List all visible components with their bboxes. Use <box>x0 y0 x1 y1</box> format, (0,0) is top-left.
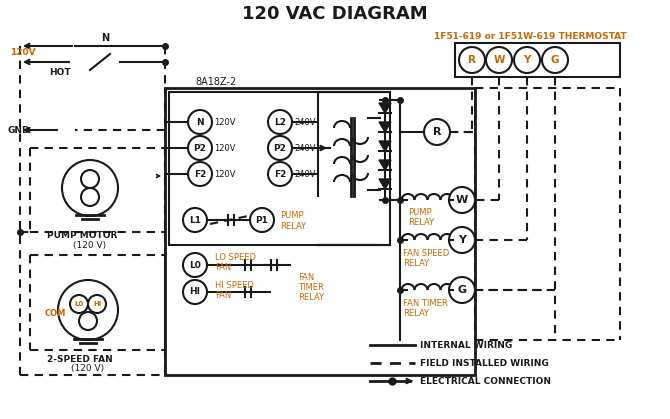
Text: FAN TIMER: FAN TIMER <box>403 298 448 308</box>
Bar <box>169 92 390 245</box>
Text: 120V: 120V <box>214 170 235 178</box>
Text: (120 V): (120 V) <box>72 365 105 373</box>
Circle shape <box>449 187 475 213</box>
Text: 120 VAC DIAGRAM: 120 VAC DIAGRAM <box>242 5 428 23</box>
Text: RELAY: RELAY <box>408 217 434 227</box>
Text: Y: Y <box>458 235 466 245</box>
Circle shape <box>70 295 88 313</box>
Text: PUMP: PUMP <box>280 210 304 220</box>
Circle shape <box>88 295 106 313</box>
Polygon shape <box>379 141 391 151</box>
Text: F2: F2 <box>194 170 206 178</box>
Text: G: G <box>458 285 466 295</box>
Text: FIELD INSTALLED WIRING: FIELD INSTALLED WIRING <box>420 359 549 367</box>
Text: 120V: 120V <box>214 117 235 127</box>
Text: 240V: 240V <box>294 117 316 127</box>
Text: W: W <box>493 55 505 65</box>
Text: N: N <box>196 117 204 127</box>
Text: HI: HI <box>93 301 101 307</box>
Text: ELECTRICAL CONNECTION: ELECTRICAL CONNECTION <box>420 377 551 385</box>
Circle shape <box>268 136 292 160</box>
Text: G: G <box>551 55 559 65</box>
Text: FAN: FAN <box>215 292 231 300</box>
Circle shape <box>424 119 450 145</box>
Text: HOT: HOT <box>49 67 71 77</box>
Text: R: R <box>433 127 442 137</box>
Text: 240V: 240V <box>294 143 316 153</box>
Circle shape <box>183 253 207 277</box>
Text: P1: P1 <box>255 215 269 225</box>
Text: 120V: 120V <box>10 47 36 57</box>
Text: F2: F2 <box>274 170 286 178</box>
Circle shape <box>62 160 118 216</box>
Circle shape <box>542 47 568 73</box>
Circle shape <box>81 188 99 206</box>
Text: FAN SPEED: FAN SPEED <box>403 248 450 258</box>
Circle shape <box>183 280 207 304</box>
Circle shape <box>81 170 99 188</box>
Text: 240V: 240V <box>294 170 316 178</box>
Text: 8A18Z-2: 8A18Z-2 <box>195 77 237 87</box>
Text: 1F51-619 or 1F51W-619 THERMOSTAT: 1F51-619 or 1F51W-619 THERMOSTAT <box>433 31 626 41</box>
Polygon shape <box>379 103 391 113</box>
Circle shape <box>188 136 212 160</box>
Polygon shape <box>379 122 391 132</box>
Text: N: N <box>101 33 109 43</box>
Circle shape <box>79 312 97 330</box>
Circle shape <box>58 280 118 340</box>
Bar <box>455 43 620 77</box>
Text: HI: HI <box>190 287 200 297</box>
Text: COM: COM <box>45 308 66 318</box>
Text: RELAY: RELAY <box>280 222 306 230</box>
Text: PUMP: PUMP <box>408 207 431 217</box>
Text: LO SPEED: LO SPEED <box>215 253 256 262</box>
Text: L2: L2 <box>274 117 286 127</box>
Text: Y: Y <box>523 55 531 65</box>
Text: P2: P2 <box>273 143 287 153</box>
Circle shape <box>183 208 207 232</box>
Circle shape <box>459 47 485 73</box>
Text: (120 V): (120 V) <box>74 241 107 249</box>
Text: INTERNAL WIRING: INTERNAL WIRING <box>420 341 513 349</box>
Circle shape <box>188 110 212 134</box>
Text: HI SPEED: HI SPEED <box>215 282 254 290</box>
Text: PUMP MOTOR: PUMP MOTOR <box>47 230 117 240</box>
Text: 120V: 120V <box>214 143 235 153</box>
Polygon shape <box>379 160 391 170</box>
Circle shape <box>514 47 540 73</box>
Circle shape <box>250 208 274 232</box>
Circle shape <box>449 277 475 303</box>
Text: L0: L0 <box>189 261 201 269</box>
Text: FAN: FAN <box>298 274 314 282</box>
Circle shape <box>486 47 512 73</box>
Circle shape <box>449 227 475 253</box>
Circle shape <box>268 162 292 186</box>
Text: R: R <box>468 55 476 65</box>
Text: TIMER: TIMER <box>298 284 324 292</box>
Text: L0: L0 <box>74 301 84 307</box>
Text: P2: P2 <box>194 143 206 153</box>
Circle shape <box>268 110 292 134</box>
Text: W: W <box>456 195 468 205</box>
Text: L1: L1 <box>189 215 201 225</box>
Text: RELAY: RELAY <box>403 259 429 267</box>
Bar <box>165 88 475 375</box>
Text: RELAY: RELAY <box>403 308 429 318</box>
Text: 2-SPEED FAN: 2-SPEED FAN <box>47 354 113 364</box>
Text: RELAY: RELAY <box>298 293 324 303</box>
Text: GND: GND <box>8 126 31 134</box>
Text: FAN: FAN <box>215 264 231 272</box>
Polygon shape <box>379 179 391 189</box>
Circle shape <box>188 162 212 186</box>
